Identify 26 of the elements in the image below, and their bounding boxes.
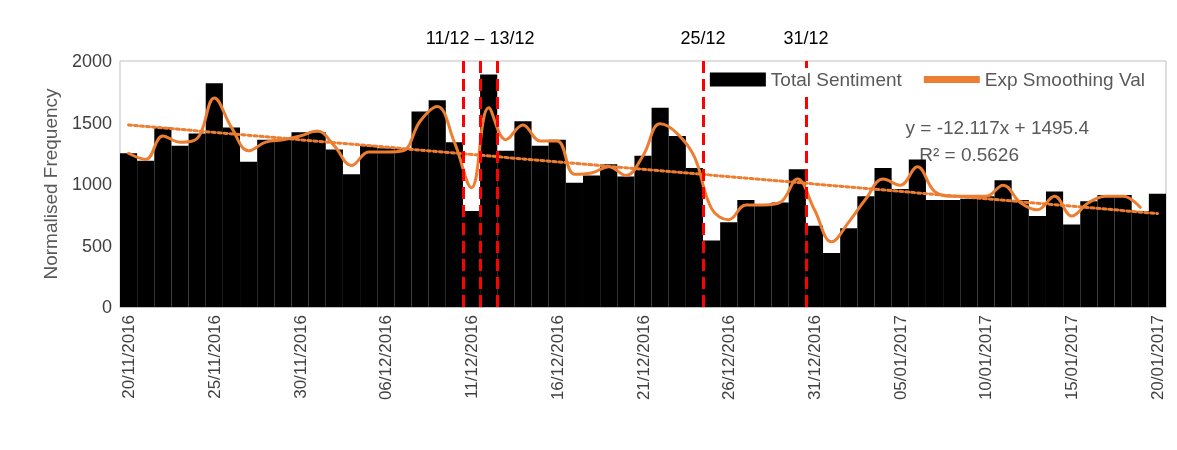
y-tick-label: 1500 — [71, 112, 112, 133]
x-tick-label: 25/11/2016 — [204, 315, 224, 399]
x-tick-label: 30/11/2016 — [290, 315, 310, 399]
x-tick-label: 16/12/2016 — [547, 315, 567, 401]
text: 25/12 — [680, 28, 726, 48]
y-axis-title: Normalised Frequency — [40, 87, 61, 280]
annotation: R² = 0.5626 — [919, 144, 1020, 165]
x-tick-label: 15/01/2017 — [1062, 315, 1082, 401]
x-tick-label: 31/12/2016 — [804, 315, 824, 401]
x-tick-label: 26/12/2016 — [719, 315, 739, 401]
annotation: y = -12.117x + 1495.4 — [905, 117, 1090, 138]
x-tick-label: 05/01/2017 — [890, 315, 910, 401]
x-tick-label: 06/12/2016 — [376, 315, 396, 401]
x-tick-label: 21/12/2016 — [633, 315, 653, 401]
y-tick-label: 2000 — [71, 51, 112, 71]
x-tick-label: 11/12/2016 — [462, 315, 482, 399]
text: 11/12 – 13/12 — [425, 28, 535, 48]
legend-label: Total Sentiment — [770, 69, 903, 90]
x-tick-label: 10/01/2017 — [976, 315, 996, 401]
y-tick-label: 0 — [101, 297, 112, 317]
y-tick-label: 1000 — [71, 174, 112, 194]
text: 31/12 — [783, 28, 829, 48]
y-tick-label: 500 — [81, 235, 112, 256]
x-tick-label: 20/11/2016 — [119, 315, 139, 399]
x-tick-label: 20/01/2017 — [1147, 315, 1167, 401]
legend-label: Exp Smoothing Val — [984, 69, 1145, 90]
